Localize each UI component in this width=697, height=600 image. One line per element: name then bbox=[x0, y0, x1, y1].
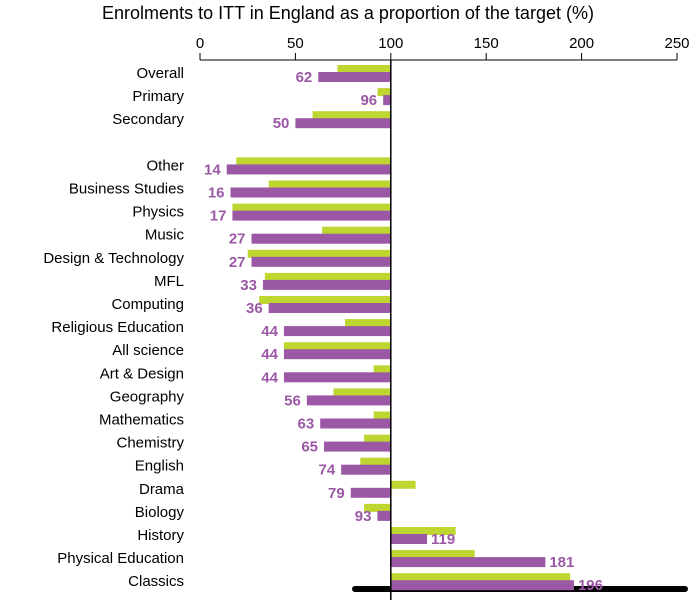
bar bbox=[390, 527, 456, 535]
value-label: 44 bbox=[261, 346, 278, 363]
bar bbox=[232, 210, 391, 221]
bar bbox=[364, 434, 391, 443]
bar bbox=[341, 464, 391, 475]
bar bbox=[232, 203, 391, 212]
chart-title: Enrolments to ITT in England as a propor… bbox=[102, 3, 594, 23]
value-label: 62 bbox=[296, 69, 313, 86]
category-label: Secondary bbox=[112, 111, 184, 128]
value-label: 17 bbox=[210, 208, 227, 225]
bar bbox=[318, 72, 391, 82]
value-label: 44 bbox=[261, 369, 278, 386]
category-label: History bbox=[137, 527, 184, 544]
x-tick-label: 0 bbox=[196, 35, 204, 52]
x-tick-label: 50 bbox=[287, 35, 304, 52]
bar bbox=[390, 480, 416, 489]
category-label: Primary bbox=[132, 88, 184, 105]
bar bbox=[345, 319, 391, 328]
value-label: 65 bbox=[301, 439, 318, 456]
bar bbox=[230, 187, 391, 198]
value-label: 79 bbox=[328, 485, 345, 502]
bar bbox=[390, 557, 546, 568]
value-label: 93 bbox=[355, 508, 372, 525]
bar bbox=[251, 256, 391, 267]
bar bbox=[247, 249, 391, 258]
category-label: Design & Technology bbox=[43, 250, 184, 267]
value-label: 27 bbox=[229, 254, 246, 271]
category-label: Computing bbox=[111, 296, 184, 313]
category-label: Religious Education bbox=[51, 319, 184, 336]
x-tick-label: 100 bbox=[378, 35, 403, 52]
value-label: 196 bbox=[578, 577, 603, 594]
bar bbox=[324, 441, 391, 452]
bar bbox=[320, 418, 391, 429]
value-label: 181 bbox=[549, 554, 574, 571]
bar bbox=[264, 272, 391, 281]
bar bbox=[390, 534, 428, 544]
category-label: Business Studies bbox=[69, 180, 184, 197]
bar bbox=[283, 326, 391, 337]
bar bbox=[295, 118, 391, 129]
bar bbox=[251, 233, 391, 244]
bar bbox=[390, 573, 571, 582]
value-label: 36 bbox=[246, 300, 263, 317]
bar bbox=[236, 157, 391, 166]
value-label: 119 bbox=[431, 531, 455, 548]
bar bbox=[226, 164, 391, 175]
bar bbox=[268, 303, 391, 313]
value-label: 96 bbox=[360, 92, 377, 109]
category-label: English bbox=[135, 458, 184, 475]
bar bbox=[377, 510, 391, 521]
bar bbox=[306, 395, 391, 406]
value-label: 27 bbox=[229, 231, 246, 248]
category-label: Drama bbox=[139, 481, 185, 498]
value-label: 33 bbox=[240, 277, 257, 294]
category-label: Overall bbox=[136, 65, 184, 82]
category-label: Classics bbox=[128, 573, 184, 590]
x-tick-label: 200 bbox=[569, 35, 594, 52]
bar bbox=[322, 226, 391, 235]
bar bbox=[373, 411, 391, 420]
value-label: 14 bbox=[204, 161, 221, 178]
value-label: 44 bbox=[261, 323, 278, 340]
category-label: Other bbox=[146, 157, 184, 174]
bar bbox=[350, 487, 391, 498]
bar bbox=[268, 180, 391, 189]
value-label: 56 bbox=[284, 392, 301, 409]
category-label: Physics bbox=[132, 204, 184, 221]
category-label: Chemistry bbox=[116, 435, 184, 452]
bar bbox=[312, 111, 391, 120]
bar bbox=[283, 349, 391, 360]
category-label: All science bbox=[112, 342, 184, 359]
bar bbox=[390, 580, 574, 591]
bar bbox=[333, 388, 391, 397]
value-label: 63 bbox=[298, 415, 315, 432]
category-label: Geography bbox=[110, 388, 185, 405]
bar bbox=[360, 457, 391, 466]
category-label: MFL bbox=[154, 273, 184, 290]
category-label: Mathematics bbox=[99, 411, 184, 428]
category-label: Art & Design bbox=[100, 365, 184, 382]
bar bbox=[262, 279, 391, 290]
category-label: Music bbox=[145, 227, 185, 244]
value-label: 50 bbox=[273, 115, 290, 132]
bar bbox=[377, 88, 391, 97]
bar bbox=[283, 372, 391, 383]
category-label: Physical Education bbox=[57, 550, 184, 567]
value-label: 16 bbox=[208, 184, 225, 201]
bar bbox=[259, 296, 391, 304]
bar bbox=[337, 65, 391, 73]
x-tick-label: 250 bbox=[664, 35, 689, 52]
category-label: Biology bbox=[135, 504, 185, 521]
x-tick-label: 150 bbox=[474, 35, 499, 52]
bar bbox=[383, 95, 391, 106]
bar bbox=[373, 365, 391, 374]
bar bbox=[283, 342, 391, 351]
bar bbox=[364, 503, 391, 512]
value-label: 74 bbox=[319, 462, 336, 479]
bar bbox=[390, 550, 475, 559]
